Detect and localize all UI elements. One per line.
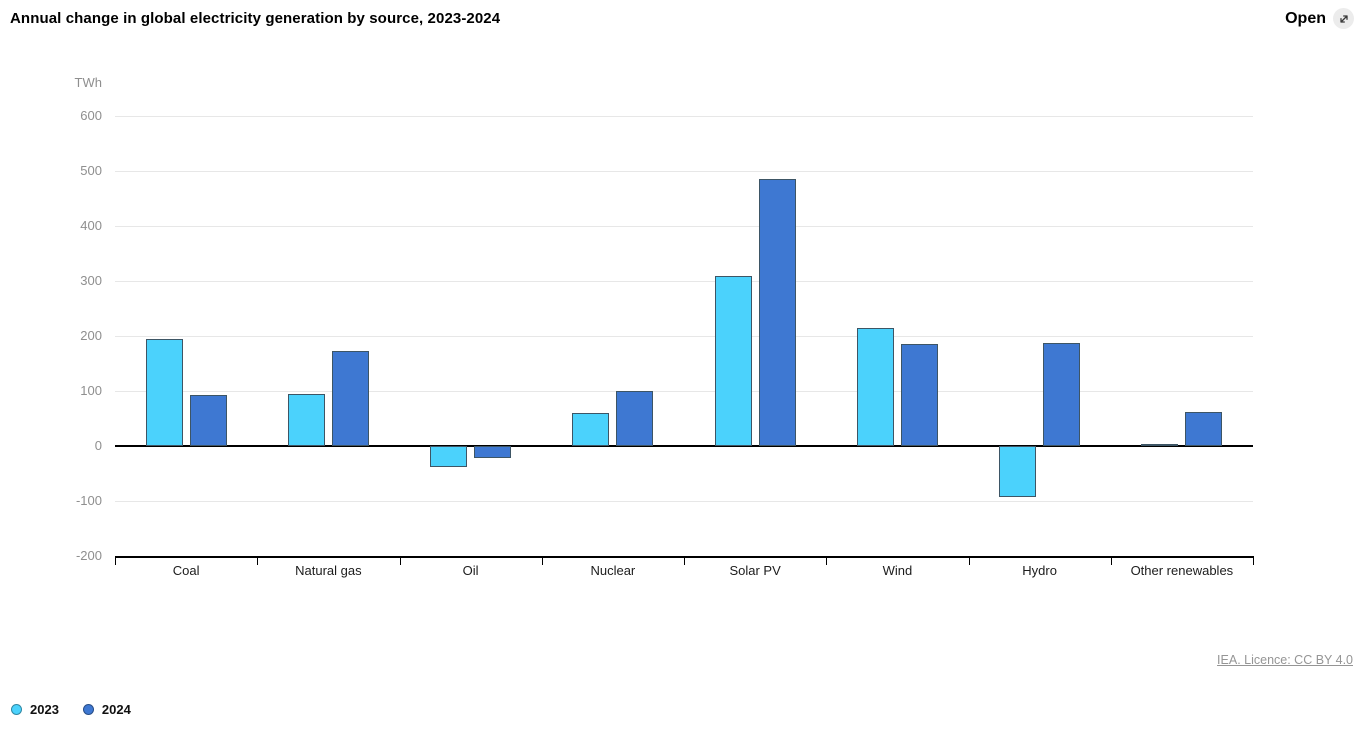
bar-2023-coal [145, 338, 183, 446]
open-button[interactable]: Open [1285, 8, 1354, 29]
bar-2024-wind [900, 343, 938, 446]
license-link[interactable]: IEA. Licence: CC BY 4.0 [1217, 653, 1353, 667]
gridline [115, 281, 1253, 282]
bar-2023-natural-gas [287, 393, 325, 446]
x-axis-tick [257, 556, 259, 565]
x-category-label: Coal [172, 563, 200, 578]
x-axis-tick [1110, 556, 1112, 565]
x-axis-tick [541, 556, 543, 565]
chart-legend: 2023 2024 [11, 702, 155, 717]
y-tick-label: 0 [94, 438, 102, 453]
zero-line [115, 445, 1253, 447]
gridline [115, 501, 1253, 502]
bar-2024-oil [474, 446, 512, 459]
x-category-label: Solar PV [729, 563, 781, 578]
bar-2024-hydro [1043, 342, 1081, 446]
gridline [115, 171, 1253, 172]
legend-item-2024[interactable]: 2024 [82, 702, 131, 717]
bar-2023-hydro [999, 446, 1037, 498]
x-category-label: Natural gas [295, 563, 362, 578]
bar-2023-nuclear [572, 413, 610, 446]
gridline [115, 226, 1253, 227]
x-category-label: Wind [882, 563, 913, 578]
y-tick-label: 400 [80, 218, 102, 233]
x-axis-tick [968, 556, 970, 565]
legend-label-2024: 2024 [101, 702, 131, 717]
gridline [115, 391, 1253, 392]
bar-2024-nuclear [616, 391, 654, 446]
y-tick-label: 100 [80, 383, 102, 398]
y-tick-label: 300 [80, 273, 102, 288]
chart-title: Annual change in global electricity gene… [10, 10, 501, 27]
bar-2023-solar-pv [714, 275, 752, 446]
x-axis-tick [684, 556, 685, 565]
x-axis-tick [115, 556, 116, 565]
bar-2023-other-renewables [1141, 444, 1179, 447]
bar-2023-oil [430, 446, 468, 467]
legend-label-2023: 2023 [30, 702, 59, 717]
y-tick-label: 200 [80, 328, 102, 343]
x-category-label: Nuclear [590, 563, 636, 578]
expand-icon [1333, 8, 1354, 29]
gridline [115, 336, 1253, 337]
x-category-label: Hydro [1022, 563, 1057, 578]
x-axis-line [115, 556, 1253, 558]
y-tick-label: -100 [75, 493, 102, 508]
bar-2024-natural-gas [331, 350, 369, 446]
y-tick-label: 500 [80, 163, 102, 178]
gridline [115, 116, 1253, 117]
bar-2024-coal [189, 395, 227, 446]
legend-item-2023[interactable]: 2023 [11, 702, 59, 717]
bar-2024-other-renewables [1185, 411, 1223, 446]
y-axis-unit-label: TWh [74, 75, 102, 90]
y-tick-label: -200 [75, 548, 102, 563]
x-category-label: Other renewables [1130, 563, 1234, 578]
x-category-label: Oil [462, 563, 479, 578]
bar-2023-wind [856, 327, 894, 446]
y-tick-label: 600 [80, 108, 102, 123]
x-axis-tick [826, 556, 828, 565]
bar-2024-solar-pv [758, 179, 796, 446]
legend-dot-2023 [11, 704, 22, 715]
legend-dot-2024 [82, 704, 94, 715]
x-axis-tick [399, 556, 401, 565]
x-axis-tick [1253, 556, 1254, 565]
open-button-label: Open [1285, 9, 1326, 27]
